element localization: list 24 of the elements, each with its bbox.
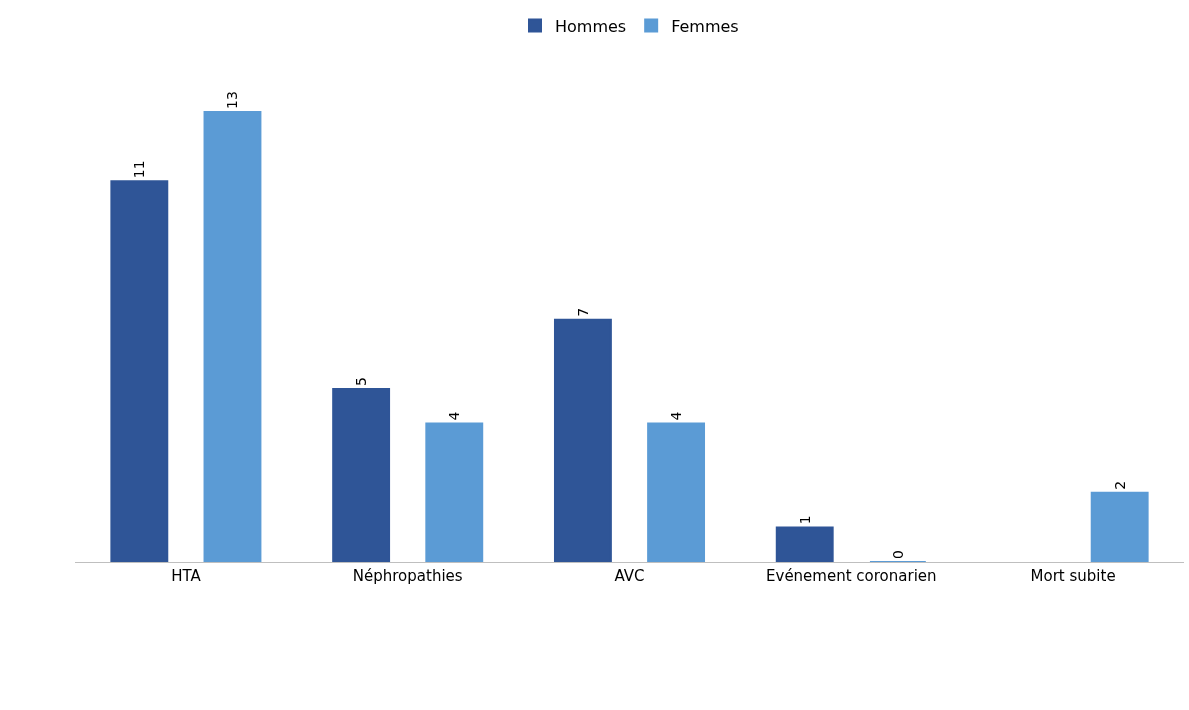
bar [332,387,391,562]
data-label: 4 [446,411,463,421]
bar [553,318,612,562]
data-label: 0 [889,550,906,559]
bar [647,422,706,562]
x-tick-label: HTA [171,567,202,585]
data-label: 7 [574,307,591,317]
data-label: 4 [668,411,685,421]
legend-label: Femmes [671,16,739,36]
bar [775,526,834,562]
bar [1090,491,1149,562]
data-label: 2 [1111,480,1128,490]
x-tick-label: Mort subite [1030,567,1116,585]
legend-label: Hommes [555,16,627,36]
bar [110,180,169,562]
data-label: 5 [353,377,370,386]
x-tick-label: AVC [614,567,645,585]
data-label: 1 [796,515,813,525]
x-tick-label: Evénement coronarien [766,567,937,585]
bar [425,422,484,562]
data-label: 11 [131,160,148,179]
data-label: 13 [224,91,241,109]
bar [203,111,262,562]
x-tick-label: Néphropathies [352,567,463,585]
